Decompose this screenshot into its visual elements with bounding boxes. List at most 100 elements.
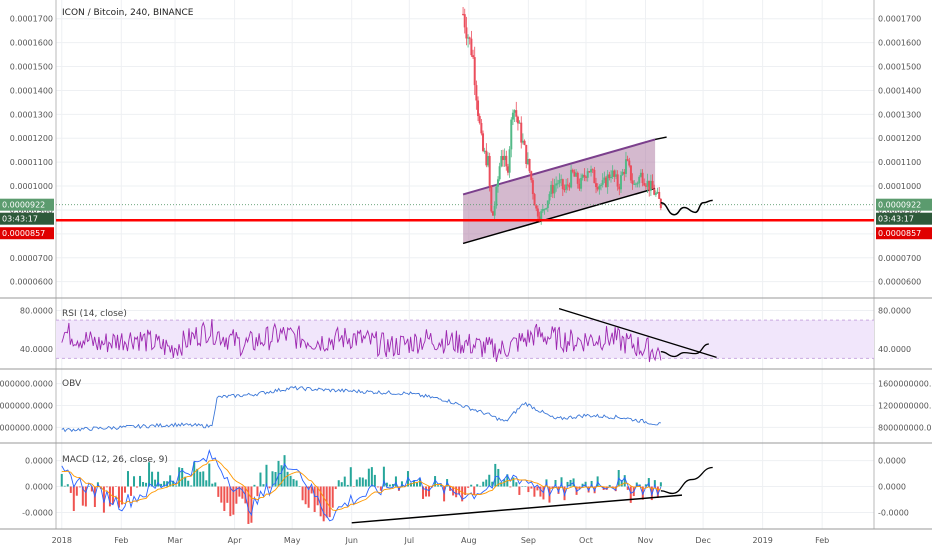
candle-body[interactable] bbox=[573, 171, 576, 177]
candle-body[interactable] bbox=[501, 155, 504, 161]
candle-body[interactable] bbox=[531, 180, 534, 195]
candle-body[interactable] bbox=[480, 123, 483, 134]
candle-body[interactable] bbox=[590, 169, 593, 173]
candle-body[interactable] bbox=[611, 170, 614, 178]
macd-trendline[interactable] bbox=[351, 494, 683, 524]
candle-body[interactable] bbox=[477, 100, 480, 117]
candle-body[interactable] bbox=[555, 183, 558, 186]
candle-body[interactable] bbox=[588, 171, 591, 173]
candle-body[interactable] bbox=[488, 156, 491, 187]
candle-body[interactable] bbox=[473, 57, 476, 86]
candle-body[interactable] bbox=[506, 166, 509, 173]
obv-line[interactable] bbox=[61, 385, 661, 433]
candle-body[interactable] bbox=[526, 159, 529, 165]
candle-body[interactable] bbox=[521, 140, 524, 143]
macd-projection-path[interactable] bbox=[660, 466, 713, 495]
candle-body[interactable] bbox=[653, 189, 656, 195]
candle-body[interactable] bbox=[576, 172, 579, 184]
candle-body[interactable] bbox=[462, 13, 465, 15]
candle-body[interactable] bbox=[482, 133, 485, 151]
candle-body[interactable] bbox=[478, 116, 481, 124]
candle-body[interactable] bbox=[493, 205, 496, 216]
rsi-panel[interactable]: 40.0000 40.0000 80.0000 80.0000 bbox=[20, 307, 911, 363]
candle-body[interactable] bbox=[515, 110, 518, 117]
candle-body[interactable] bbox=[658, 191, 661, 199]
signal-line[interactable] bbox=[61, 459, 661, 511]
candle-body[interactable] bbox=[472, 55, 475, 58]
candle-body[interactable] bbox=[648, 180, 651, 191]
candle-body[interactable] bbox=[639, 172, 642, 177]
candle-body[interactable] bbox=[609, 177, 612, 179]
candle-body[interactable] bbox=[503, 155, 506, 161]
candle-body[interactable] bbox=[595, 183, 598, 188]
candle-body[interactable] bbox=[500, 155, 503, 167]
candle-body[interactable] bbox=[545, 208, 548, 210]
candle-body[interactable] bbox=[540, 211, 543, 220]
candle-body[interactable] bbox=[644, 185, 647, 187]
candle-body[interactable] bbox=[600, 184, 603, 186]
candle-body[interactable] bbox=[463, 14, 466, 28]
candle-body[interactable] bbox=[580, 177, 583, 189]
candle-body[interactable] bbox=[470, 38, 473, 56]
candle-body[interactable] bbox=[581, 174, 584, 178]
candle-body[interactable] bbox=[583, 174, 586, 177]
candle-body[interactable] bbox=[656, 191, 659, 193]
candle-body[interactable] bbox=[568, 185, 571, 188]
candle-body[interactable] bbox=[518, 122, 521, 124]
candle-body[interactable] bbox=[513, 110, 516, 113]
rsi-projection-path[interactable] bbox=[660, 343, 709, 358]
candle-body[interactable] bbox=[634, 183, 637, 185]
candle-body[interactable] bbox=[490, 186, 493, 212]
candle-body[interactable] bbox=[543, 208, 546, 210]
candle-body[interactable] bbox=[643, 183, 646, 186]
candle-body[interactable] bbox=[558, 179, 561, 184]
candle-body[interactable] bbox=[465, 27, 468, 39]
candle-body[interactable] bbox=[495, 186, 498, 206]
candle-body[interactable] bbox=[626, 159, 629, 161]
candle-body[interactable] bbox=[613, 170, 616, 177]
candle-body[interactable] bbox=[570, 169, 573, 188]
candle-body[interactable] bbox=[636, 183, 639, 185]
candle-body[interactable] bbox=[633, 183, 636, 185]
candle-body[interactable] bbox=[467, 37, 470, 39]
candle-body[interactable] bbox=[511, 112, 514, 120]
candle-body[interactable] bbox=[651, 180, 654, 190]
candle-body[interactable] bbox=[546, 200, 549, 209]
candle-body[interactable] bbox=[638, 176, 641, 184]
candle-body[interactable] bbox=[646, 180, 649, 187]
candle-body[interactable] bbox=[535, 205, 538, 209]
candle-body[interactable] bbox=[628, 160, 631, 166]
candle-body[interactable] bbox=[487, 156, 490, 166]
candle-body[interactable] bbox=[498, 166, 501, 180]
candle-body[interactable] bbox=[565, 184, 568, 190]
candle-body[interactable] bbox=[596, 187, 599, 190]
candle-body[interactable] bbox=[520, 122, 523, 143]
candle-body[interactable] bbox=[533, 194, 536, 206]
candle-body[interactable] bbox=[614, 174, 617, 177]
price-panel[interactable]: 0.0000600 0.0000600 0.0000700 0.0000700 0.00… bbox=[0, 7, 932, 287]
candle-body[interactable] bbox=[603, 177, 606, 181]
candle-body[interactable] bbox=[566, 184, 569, 186]
candle-body[interactable] bbox=[563, 189, 566, 191]
candle-body[interactable] bbox=[505, 155, 508, 167]
candle-body[interactable] bbox=[621, 171, 624, 176]
candle-body[interactable] bbox=[605, 177, 608, 187]
candle-body[interactable] bbox=[606, 174, 609, 187]
candle-body[interactable] bbox=[556, 183, 559, 185]
candle-body[interactable] bbox=[560, 179, 563, 181]
candle-body[interactable] bbox=[598, 185, 601, 190]
candle-body[interactable] bbox=[508, 149, 511, 173]
candle-body[interactable] bbox=[649, 180, 652, 191]
rsi-line[interactable] bbox=[61, 318, 662, 363]
candle-body[interactable] bbox=[654, 192, 657, 195]
macd-line[interactable] bbox=[61, 448, 662, 522]
candle-body[interactable] bbox=[618, 186, 621, 190]
candle-body[interactable] bbox=[578, 183, 581, 189]
channel-lower-line[interactable] bbox=[462, 187, 656, 245]
candle-body[interactable] bbox=[523, 140, 526, 145]
candle-body[interactable] bbox=[619, 175, 622, 190]
candle-body[interactable] bbox=[616, 174, 619, 187]
candle-body[interactable] bbox=[468, 37, 471, 39]
candle-body[interactable] bbox=[475, 85, 478, 101]
obv-panel[interactable]: 800000000.0000 800000000.0000 1200000000.0… bbox=[0, 380, 932, 433]
